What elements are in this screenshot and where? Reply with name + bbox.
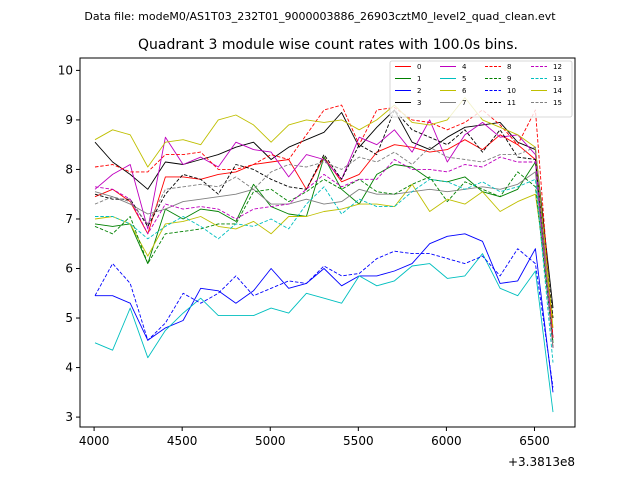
series-line-4 xyxy=(94,119,554,338)
y-tick-label: 5 xyxy=(65,311,73,325)
legend-label-5: 5 xyxy=(462,75,466,83)
chart-title: Quadrant 3 module wise count rates with … xyxy=(138,37,518,53)
legend-label-1: 1 xyxy=(417,75,421,83)
y-tick-label: 8 xyxy=(65,162,73,176)
legend-label-15: 15 xyxy=(553,99,562,107)
legend-label-4: 4 xyxy=(462,63,467,71)
y-tick-label: 10 xyxy=(58,63,73,77)
x-tick-label: 5000 xyxy=(255,434,286,448)
chart-suptitle: Data file: modeM0/AS1T03_232T01_90000038… xyxy=(84,10,556,23)
series-line-2 xyxy=(95,233,554,393)
legend-label-2: 2 xyxy=(417,87,421,95)
legend-label-13: 13 xyxy=(553,75,562,83)
x-tick-label: 4000 xyxy=(79,434,110,448)
y-axis: 3 4 5 6 7 8 9 10 xyxy=(58,63,80,424)
legend-label-10: 10 xyxy=(507,87,516,95)
x-tick-label: 6000 xyxy=(431,434,462,448)
series-line-3 xyxy=(94,109,554,309)
legend-label-8: 8 xyxy=(507,63,511,71)
x-tick-label: 6500 xyxy=(519,434,550,448)
axes-frame xyxy=(79,57,576,428)
y-tick-label: 7 xyxy=(65,212,73,226)
legend-label-3: 3 xyxy=(417,99,421,107)
x-offset-label: +3.3813e8 xyxy=(508,455,575,469)
x-axis: 4000 4500 5000 5500 6000 6500 xyxy=(79,427,550,448)
series-line-5 xyxy=(94,253,554,413)
legend-label-11: 11 xyxy=(507,99,516,107)
y-tick-label: 6 xyxy=(65,262,73,276)
y-tick-label: 9 xyxy=(65,113,73,127)
y-tick-label: 4 xyxy=(65,361,73,375)
series-line-11 xyxy=(94,109,554,319)
plot-area xyxy=(79,57,576,428)
series-line-12 xyxy=(94,156,554,348)
x-tick-label: 4500 xyxy=(167,434,198,448)
series-line-13 xyxy=(95,178,554,363)
legend-label-0: 0 xyxy=(417,63,421,71)
legend-frame xyxy=(389,60,573,118)
legend-label-6: 6 xyxy=(462,87,467,95)
series-line-9 xyxy=(94,171,554,343)
series-line-7 xyxy=(94,171,554,348)
legend-label-9: 9 xyxy=(507,75,511,83)
x-tick-label: 5500 xyxy=(343,434,374,448)
y-tick-label: 3 xyxy=(65,410,73,424)
legend-label-14: 14 xyxy=(553,87,562,95)
legend-label-12: 12 xyxy=(553,63,562,71)
legend-label-7: 7 xyxy=(462,99,466,107)
